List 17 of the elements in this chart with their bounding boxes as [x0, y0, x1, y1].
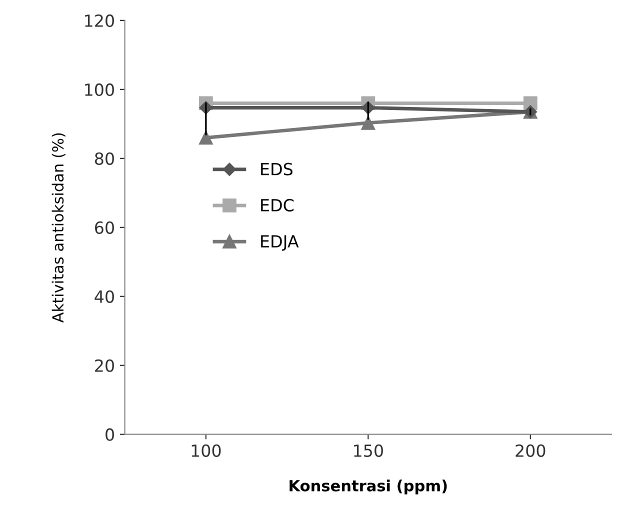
y-tick-label: 80	[95, 152, 114, 165]
y-tick-label: 0	[106, 428, 114, 441]
y-tick-label: 100	[85, 83, 114, 96]
x-tick-label: 200	[516, 444, 546, 457]
x-tick-label: 100	[192, 444, 221, 457]
y-tick-label: 40	[94, 290, 114, 303]
legend-label: EDC	[261, 198, 294, 212]
point	[361, 116, 376, 130]
x-axis-title: Konsentrasi (ppm)	[290, 480, 447, 494]
x-tick-label: 150	[354, 444, 383, 457]
y-tick-label: 20	[95, 359, 114, 372]
y-axis-title: Aktivitas antioksidan (%)	[52, 133, 66, 323]
y-tick-label: 120	[85, 14, 114, 28]
legend-label: EDS	[261, 162, 292, 176]
point	[198, 130, 213, 145]
legend-label: EDJA	[261, 235, 299, 251]
y-tick-label: 60	[95, 221, 114, 234]
